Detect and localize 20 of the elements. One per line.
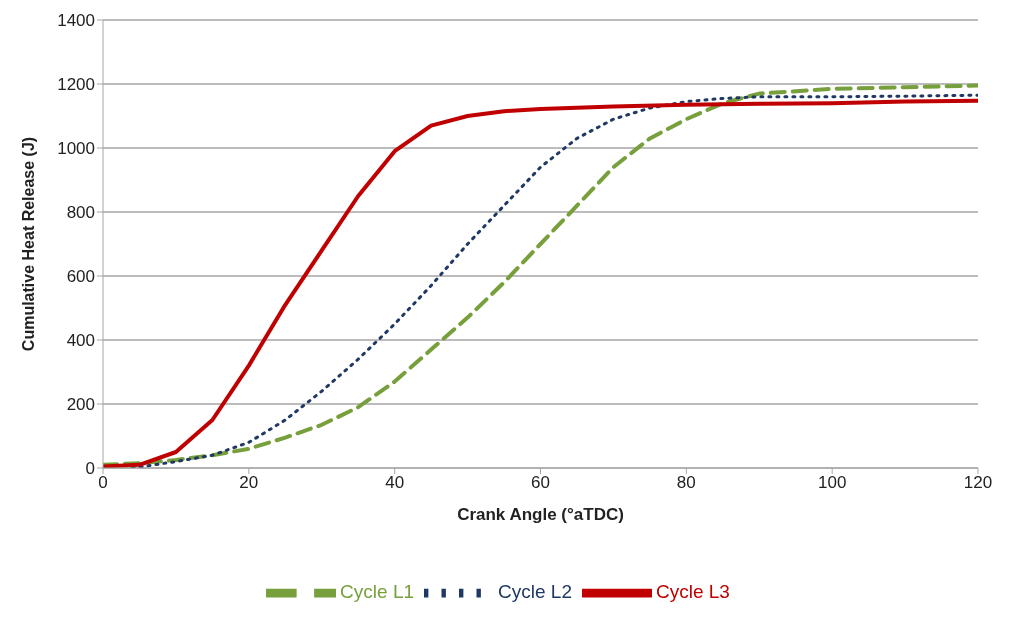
x-tick-label: 0 bbox=[98, 473, 108, 493]
y-tick-label: 1200 bbox=[57, 75, 95, 95]
y-tick-label: 400 bbox=[66, 331, 95, 351]
x-tick-label: 120 bbox=[963, 473, 993, 493]
y-tick-label: 1000 bbox=[57, 139, 95, 159]
x-tick-label: 20 bbox=[239, 473, 259, 493]
x-axis-title: Crank Angle (°aTDC) bbox=[457, 505, 624, 525]
legend-label: Cycle L3 bbox=[655, 581, 730, 603]
legend-label: Cycle L2 bbox=[498, 581, 572, 603]
y-tick-label: 1400 bbox=[57, 11, 95, 31]
x-tick-label: 80 bbox=[676, 473, 696, 493]
y-axis-title: Cumulative Heat Release (J) bbox=[19, 136, 37, 352]
x-tick-label: 40 bbox=[385, 473, 405, 493]
y-tick-label: 200 bbox=[66, 395, 95, 415]
legend-label: Cycle L1 bbox=[340, 581, 415, 603]
x-tick-label: 100 bbox=[817, 473, 847, 493]
y-tick-label: 800 bbox=[66, 203, 95, 223]
x-tick-label: 60 bbox=[531, 473, 550, 493]
y-tick-label: 0 bbox=[85, 459, 95, 479]
y-tick-label: 600 bbox=[66, 267, 95, 287]
